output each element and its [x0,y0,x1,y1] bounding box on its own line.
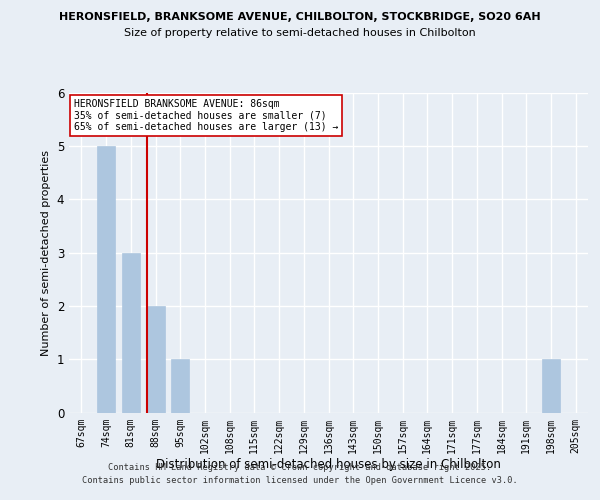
Bar [542,359,560,412]
Bar [122,252,140,412]
Text: HERONSFIELD, BRANKSOME AVENUE, CHILBOLTON, STOCKBRIDGE, SO20 6AH: HERONSFIELD, BRANKSOME AVENUE, CHILBOLTO… [59,12,541,22]
Bar [171,359,190,412]
Text: HERONSFIELD BRANKSOME AVENUE: 86sqm
35% of semi-detached houses are smaller (7)
: HERONSFIELD BRANKSOME AVENUE: 86sqm 35% … [74,99,338,132]
Y-axis label: Number of semi-detached properties: Number of semi-detached properties [41,150,51,356]
Bar [97,146,115,412]
X-axis label: Distribution of semi-detached houses by size in Chilbolton: Distribution of semi-detached houses by … [156,458,501,471]
Bar [146,306,165,412]
Text: Contains public sector information licensed under the Open Government Licence v3: Contains public sector information licen… [82,476,518,485]
Text: Contains HM Land Registry data © Crown copyright and database right 2025.: Contains HM Land Registry data © Crown c… [109,464,491,472]
Text: Size of property relative to semi-detached houses in Chilbolton: Size of property relative to semi-detach… [124,28,476,38]
